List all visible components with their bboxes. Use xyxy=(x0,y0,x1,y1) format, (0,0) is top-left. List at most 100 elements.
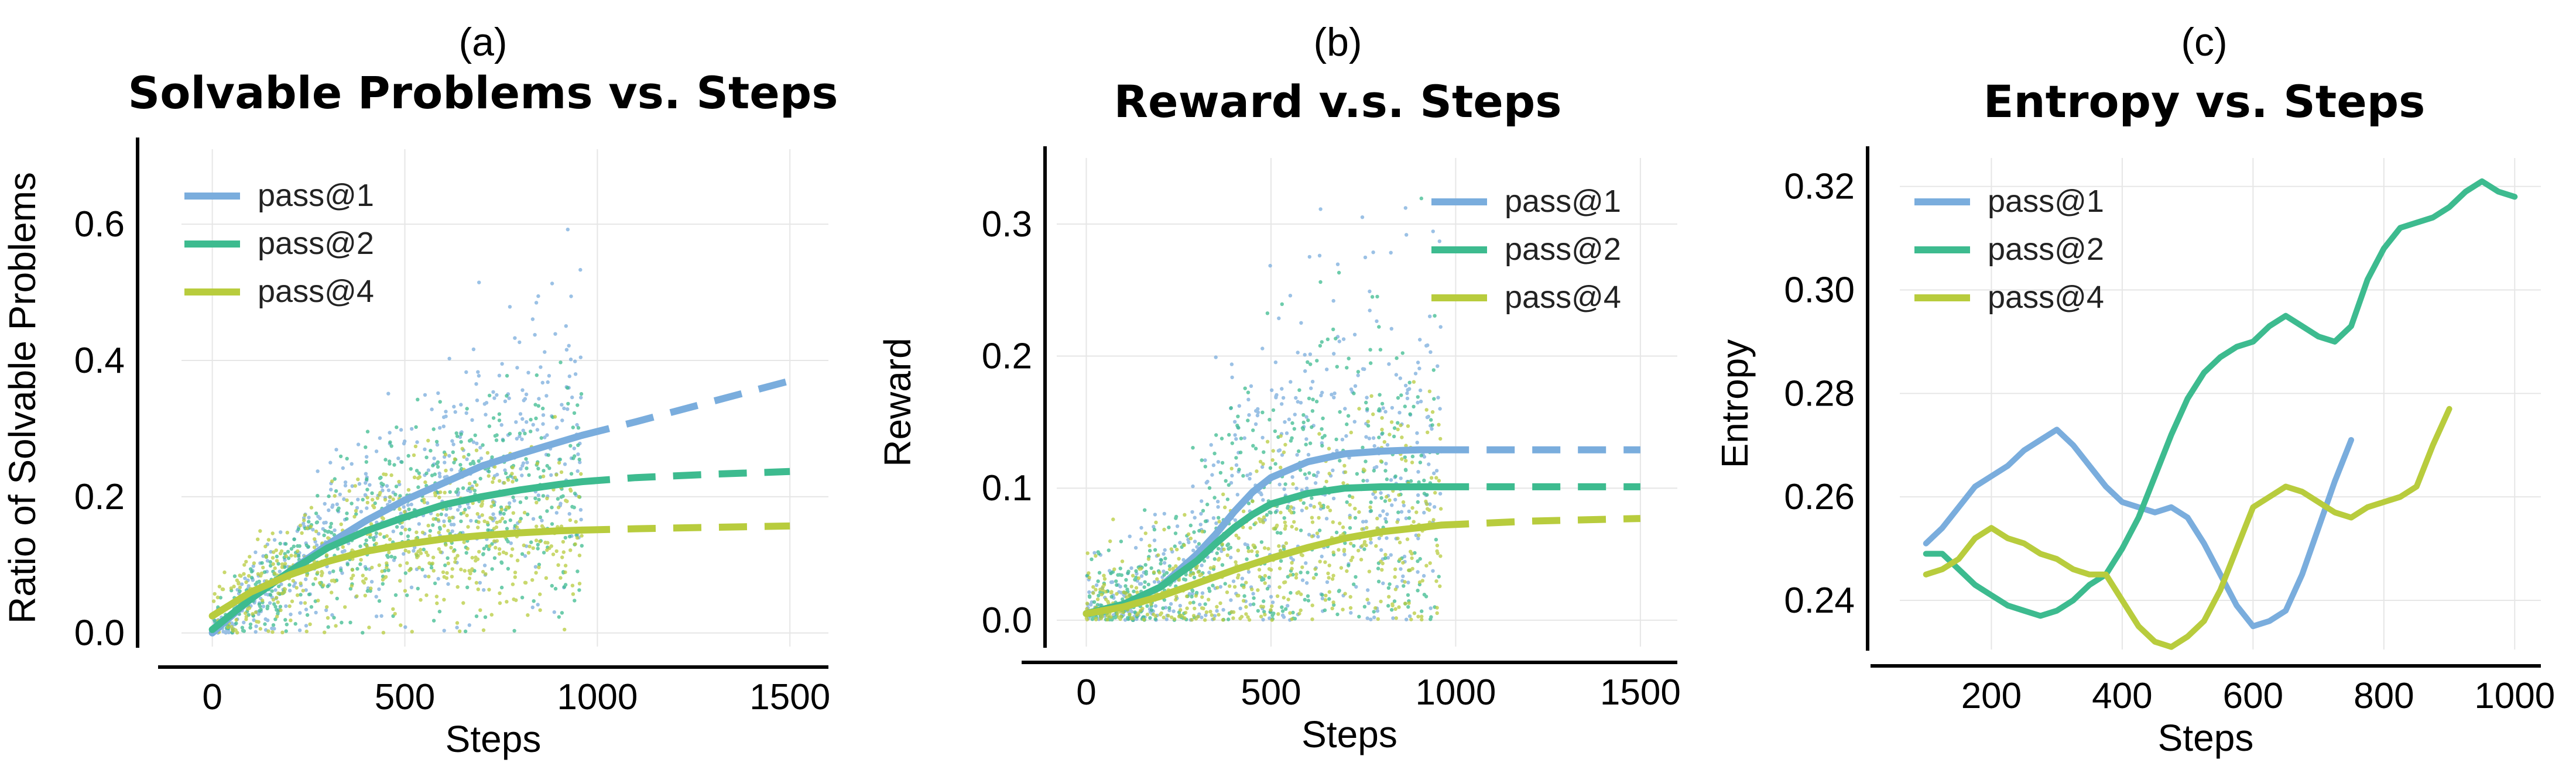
scatter-point xyxy=(1345,422,1349,427)
scatter-point xyxy=(1229,555,1233,559)
scatter-point xyxy=(1308,362,1313,366)
scatter-point xyxy=(1159,562,1163,566)
scatter-point xyxy=(1150,608,1154,612)
scatter-point xyxy=(327,508,331,513)
scatter-point xyxy=(416,586,420,591)
scatter-point xyxy=(1304,561,1308,565)
scatter-point xyxy=(573,492,577,496)
scatter-point xyxy=(389,473,393,477)
scatter-point xyxy=(1246,418,1250,422)
scatter-point xyxy=(1191,446,1195,450)
scatter-point xyxy=(326,616,330,620)
scatter-point xyxy=(1109,590,1114,595)
scatter-point xyxy=(448,490,452,494)
scatter-point xyxy=(1143,563,1147,567)
scatter-point xyxy=(497,418,502,422)
scatter-point xyxy=(1412,404,1416,409)
scatter-point xyxy=(478,445,482,450)
scatter-point xyxy=(1299,468,1303,472)
scatter-point xyxy=(1334,437,1338,442)
scatter-point xyxy=(1097,593,1101,597)
scatter-point xyxy=(1311,397,1315,401)
scatter-point xyxy=(494,545,498,550)
scatter-point xyxy=(392,463,396,467)
scatter-point xyxy=(1300,508,1304,513)
scatter-point xyxy=(1265,586,1270,591)
scatter-point xyxy=(412,549,416,553)
scatter-point xyxy=(1341,337,1346,341)
scatter-point xyxy=(431,555,436,559)
scatter-point xyxy=(1368,505,1372,510)
scatter-point xyxy=(246,607,250,611)
scatter-point xyxy=(469,438,473,442)
scatter-point xyxy=(1216,547,1221,551)
scatter-point xyxy=(1290,617,1294,621)
scatter-point xyxy=(1299,552,1304,557)
scatter-point xyxy=(294,586,299,590)
scatter-point xyxy=(1315,359,1319,363)
scatter-point xyxy=(1351,495,1355,500)
scatter-point xyxy=(241,628,245,633)
scatter-point xyxy=(278,569,282,573)
scatter-point xyxy=(437,495,441,500)
scatter-point xyxy=(438,527,442,531)
scatter-point xyxy=(1407,509,1411,514)
scatter-point xyxy=(1379,496,1383,500)
scatter-point xyxy=(419,597,423,602)
scatter-point xyxy=(1393,575,1397,579)
scatter-point xyxy=(472,489,477,493)
scatter-point xyxy=(1414,510,1419,514)
scatter-point xyxy=(487,424,492,428)
scatter-point xyxy=(1263,573,1268,578)
scatter-point xyxy=(455,585,460,589)
scatter-point xyxy=(279,582,283,586)
scatter-point xyxy=(554,473,559,477)
scatter-point xyxy=(1299,571,1303,575)
scatter-point xyxy=(254,582,258,586)
scatter-point xyxy=(1116,615,1121,620)
scatter-point xyxy=(1408,412,1412,416)
scatter-point xyxy=(1218,585,1222,589)
scatter-point xyxy=(1236,548,1240,552)
scatter-point xyxy=(293,554,297,558)
scatter-point xyxy=(1294,576,1299,580)
scatter-point xyxy=(1223,505,1227,510)
scatter-point xyxy=(1418,338,1422,342)
scatter-point xyxy=(1348,503,1352,507)
fit-line-pass@4 xyxy=(1083,521,1445,617)
scatter-point xyxy=(1154,520,1158,524)
scatter-point xyxy=(238,585,242,589)
scatter-point xyxy=(364,538,368,542)
scatter-point xyxy=(1380,401,1385,406)
scatter-point xyxy=(436,576,440,581)
scatter-point xyxy=(1259,614,1263,618)
scatter-point xyxy=(1390,608,1394,612)
scatter-point xyxy=(503,520,507,524)
scatter-point xyxy=(1330,393,1334,397)
scatter-point xyxy=(553,332,557,336)
scatter-point xyxy=(1324,593,1328,597)
scatter-point xyxy=(330,479,334,483)
scatter-point xyxy=(356,442,361,446)
scatter-point xyxy=(1087,571,1091,575)
scatter-point xyxy=(425,501,430,505)
scatter-point xyxy=(1429,418,1433,422)
scatter-point xyxy=(1212,617,1216,621)
scatter-point xyxy=(1181,577,1186,582)
scatter-point xyxy=(1381,509,1385,513)
scatter-point xyxy=(1347,563,1351,568)
scatter-point xyxy=(387,550,391,555)
scatter-point xyxy=(524,496,529,500)
scatter-point xyxy=(1279,510,1283,515)
scatter-point xyxy=(1388,432,1392,437)
scatter-point xyxy=(1294,486,1299,490)
scatter-point xyxy=(248,626,252,630)
scatter-point xyxy=(520,463,525,468)
scatter-point xyxy=(549,473,553,477)
scatter-point xyxy=(1376,617,1380,621)
scatter-point xyxy=(470,568,474,573)
scatter-point xyxy=(1161,606,1165,610)
scatter-point xyxy=(475,441,479,445)
scatter-point xyxy=(511,511,515,515)
